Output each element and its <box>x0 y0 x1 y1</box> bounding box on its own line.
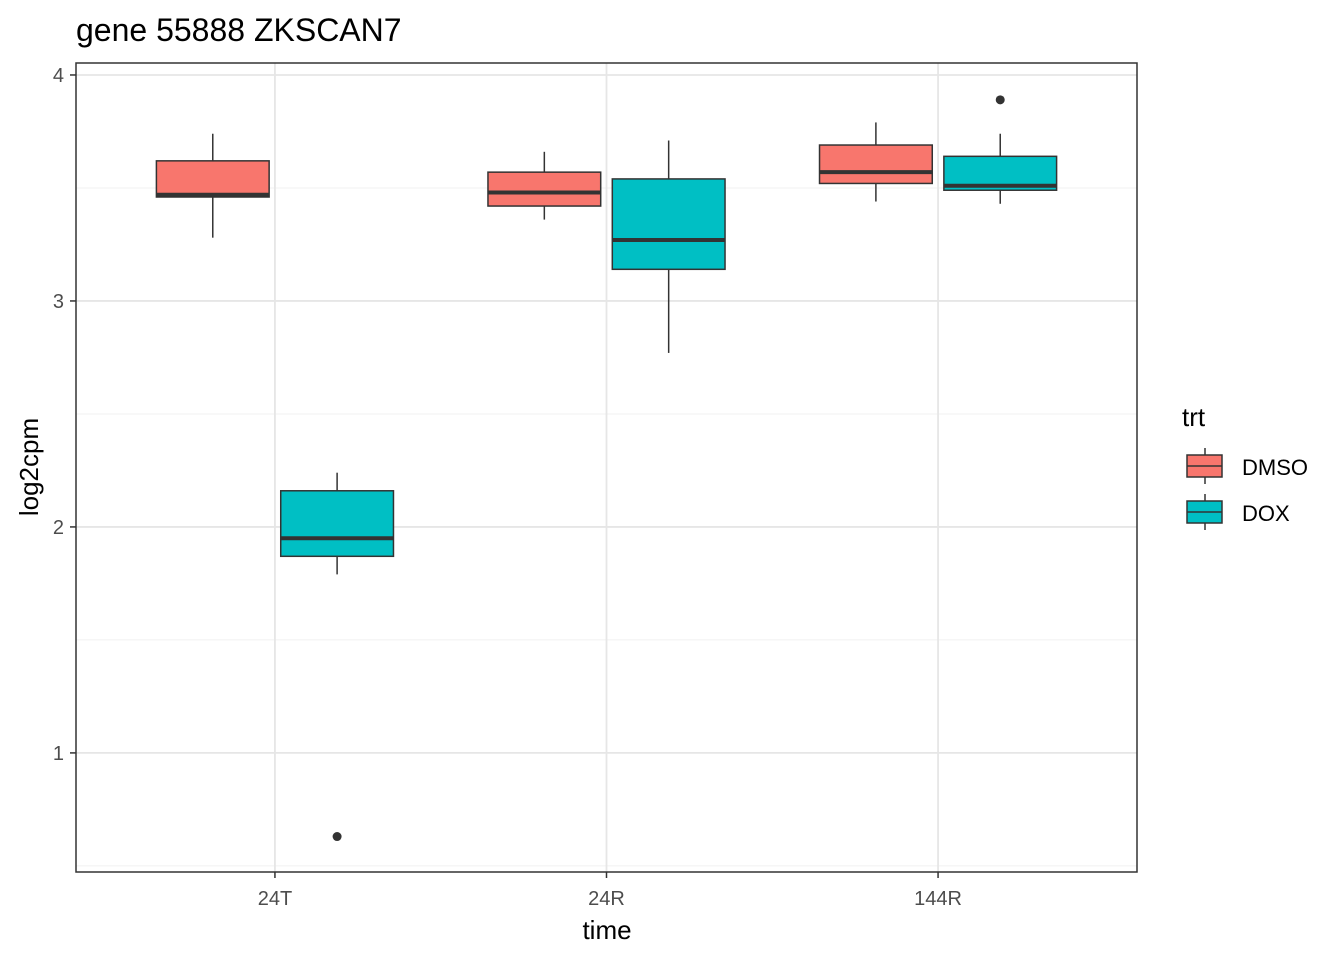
box-iqr <box>818 144 934 185</box>
grid <box>76 63 1137 872</box>
y-tick-label: 1 <box>53 743 64 765</box>
box-dox-144r <box>943 95 1058 204</box>
x-axis-label: time <box>582 915 631 945</box>
legend-label-dox: DOX <box>1242 501 1290 526</box>
legend-title: trt <box>1182 402 1206 432</box>
x-axis: 24T 24R 144R <box>258 872 962 910</box>
box-dmso-24t <box>155 133 270 238</box>
box-iqr <box>155 160 270 198</box>
box-iqr <box>611 178 726 271</box>
box-dmso-144r <box>818 122 934 202</box>
box-iqr <box>487 171 602 207</box>
y-axis-label: log2cpm <box>14 418 44 516</box>
y-tick-label: 2 <box>53 517 64 539</box>
y-axis: 1 2 3 4 <box>53 65 76 765</box>
x-tick-label: 144R <box>914 888 962 910</box>
outlier-point <box>332 832 342 842</box>
legend: trt DMSO DOX <box>1182 402 1308 530</box>
box-dox-24t <box>279 472 395 842</box>
legend-label-dmso: DMSO <box>1242 455 1308 480</box>
x-tick-label: 24T <box>258 888 292 910</box>
box-dmso-24r <box>487 151 602 220</box>
box-dox-24r <box>611 140 726 353</box>
x-tick-label: 24R <box>588 888 625 910</box>
y-tick-label: 3 <box>53 291 64 313</box>
box-iqr <box>279 490 395 558</box>
chart-title: gene 55888 ZKSCAN7 <box>76 12 402 48</box>
outlier-point <box>995 95 1005 105</box>
y-tick-label: 4 <box>53 65 64 87</box>
boxes <box>155 95 1058 842</box>
